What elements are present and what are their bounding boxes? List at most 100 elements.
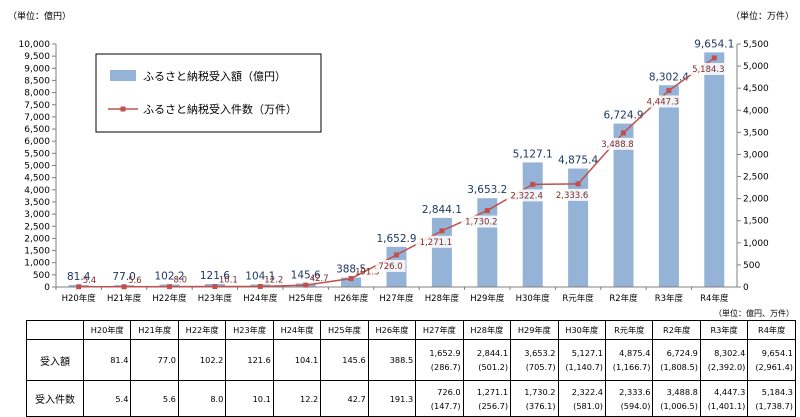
line-data-label: 5.6 [128, 276, 142, 286]
line-data-label: 726.0 [378, 262, 402, 272]
table-cell-value: 5,184.3 [761, 386, 793, 397]
line-data-label: 1,271.1 [420, 238, 452, 248]
table-header-cell: H30年度 [557, 320, 606, 340]
table-cell: 1,271.1 (256.7) [462, 380, 512, 417]
legend-line-label: ふるさと納税受入件数（万件） [143, 102, 297, 116]
line-point [621, 130, 626, 136]
bar-data-label: 102.2 [154, 271, 184, 283]
left-axis-tick-label: 1,500 [24, 247, 50, 257]
line-data-label: 4,447.3 [647, 98, 679, 108]
x-axis-tick-label: R2年度 [609, 293, 638, 304]
x-axis-tick-label: H27年度 [379, 293, 414, 304]
x-axis-tick-label: H23年度 [198, 293, 233, 304]
table-cell-value: 9,654.1 [761, 348, 793, 358]
table-row-amount: 受入額 81.4 77.0 102.2 121.6 104.1 145.6 388.5 1,65… [26, 339, 796, 381]
table-cell-subvalue: (286.7) [430, 362, 461, 372]
table-cell-value: 6,724.9 [666, 348, 698, 358]
x-axis-tick-label: H20年度 [62, 293, 97, 304]
table-cell-subvalue: (1,166.7) [612, 362, 651, 372]
table-cell-value: 104.1 [294, 355, 319, 365]
table-cell-subvalue: (581.0) [573, 400, 603, 411]
right-axis-tick-label: 5,000 [743, 62, 769, 72]
table-cell-value: 2,844.1 [476, 348, 509, 358]
left-axis-tick-label: 10,000 [19, 40, 51, 50]
table-header-cell: R2年度 [652, 320, 701, 340]
combo-chart: 81.4 77.0 102.2 121.6 104.1 145.6 388.5 1,652.9… [19, 38, 770, 304]
bar-data-label: 81.4 [67, 271, 91, 283]
left-axis-tick-label: 500 [33, 271, 50, 281]
table-header-cell: R元年度 [604, 320, 654, 340]
table-row-label: 受入件数 [26, 380, 84, 417]
table-cell-value: 191.3 [389, 393, 414, 404]
line-data-label: 2,333.6 [556, 191, 588, 201]
bar [522, 162, 543, 287]
table-cell-subvalue: (1,401.1) [707, 400, 746, 411]
table-cell: 5,127.1 (1,140.7) [557, 339, 606, 381]
table-cell-value: 3,488.8 [666, 386, 698, 397]
line-point [257, 283, 263, 289]
x-axis-tick-label: H24年度 [243, 293, 278, 304]
table-cell-value: 12.2 [300, 393, 319, 404]
table-cell-subvalue: (705.7) [525, 362, 556, 372]
table-cell-value: 4,875.4 [619, 348, 651, 358]
table-cell-value: 81.4 [110, 355, 129, 365]
table-cell-value: 2,333.6 [619, 386, 651, 397]
table-header-cell: H20年度 [82, 320, 132, 340]
table-cell-value: 5.4 [115, 393, 129, 404]
legend: ふるさと納税受入額（億円） ふるさと納税受入件数（万件） [95, 53, 322, 133]
left-axis-tick-label: 9,500 [24, 52, 50, 62]
table-cell-value: 4,447.3 [714, 386, 746, 397]
line-label-bg [551, 188, 593, 201]
x-axis-tick-label: H30年度 [516, 293, 551, 304]
table-cell: 81.4 [82, 339, 132, 381]
bar-data-label: 6,724.9 [603, 110, 643, 122]
left-axis-tick-label: 7,500 [24, 101, 50, 111]
line-data-label: 8.0 [174, 276, 188, 286]
x-axis-tick-label: H21年度 [107, 293, 142, 304]
table-cell-value: 1,652.9 [429, 348, 461, 358]
bar-data-label: 388.5 [336, 264, 366, 276]
left-axis-tick-label: 5,500 [24, 149, 50, 159]
table-cell: 121.6 [225, 339, 274, 381]
table-cell-value: 10.1 [252, 393, 271, 404]
right-axis-tick-label: 2,500 [743, 173, 769, 183]
table-cell: 8,302.4 (2,392.0) [699, 339, 749, 381]
table-cell-value: 8,302.4 [714, 348, 746, 358]
table-cell-subvalue: (1,140.7) [565, 362, 603, 372]
bar-data-label: 104.1 [245, 270, 275, 282]
table-header-cell: R3年度 [699, 320, 749, 340]
line-point [303, 282, 309, 288]
x-axis-tick-label: R元年度 [562, 293, 594, 304]
bar-data-label: 2,844.1 [422, 204, 462, 216]
line-data-label: 5,184.3 [692, 65, 724, 75]
right-axis-tick-label: 3,500 [743, 128, 769, 138]
left-axis-tick-label: 7,000 [24, 113, 50, 123]
line-label-bg [415, 235, 457, 248]
table-cell-value: 121.6 [247, 355, 271, 365]
line-data-label: 3,488.8 [601, 140, 633, 150]
table-header-cell: R4年度 [747, 320, 796, 340]
table-cell-value: 388.5 [389, 355, 414, 365]
right-axis-tick-label: 2,000 [743, 195, 769, 205]
left-axis-tick-label: 3,500 [24, 198, 50, 208]
line-data-label: 10.1 [219, 276, 238, 286]
table-header-cell: H28年度 [462, 320, 512, 340]
line-label-bg [506, 189, 547, 202]
legend-bar-label: ふるさと納税受入額（億円） [143, 69, 286, 83]
table-cell-subvalue: (256.7) [478, 400, 509, 411]
table-header-cell: H26年度 [367, 320, 417, 340]
line-point [666, 88, 672, 94]
table-header-cell: H21年度 [130, 320, 179, 340]
left-axis-tick-label: 1,000 [24, 259, 50, 269]
line-label-bg [597, 137, 638, 150]
table-cell: 3,653.2 (705.7) [510, 339, 559, 381]
right-axis-tick-label: 1,500 [743, 217, 769, 227]
bar-data-label: 77.0 [112, 271, 135, 283]
left-axis-tick-label: 0 [44, 283, 50, 293]
table-cell: 42.7 [320, 380, 369, 417]
left-axis-tick-label: 8,000 [24, 89, 50, 99]
table-header-cell: H24年度 [272, 320, 322, 340]
bar-data-label: 5,127.1 [513, 148, 553, 160]
table-cell-value: 102.2 [199, 355, 224, 365]
bar [704, 52, 725, 288]
